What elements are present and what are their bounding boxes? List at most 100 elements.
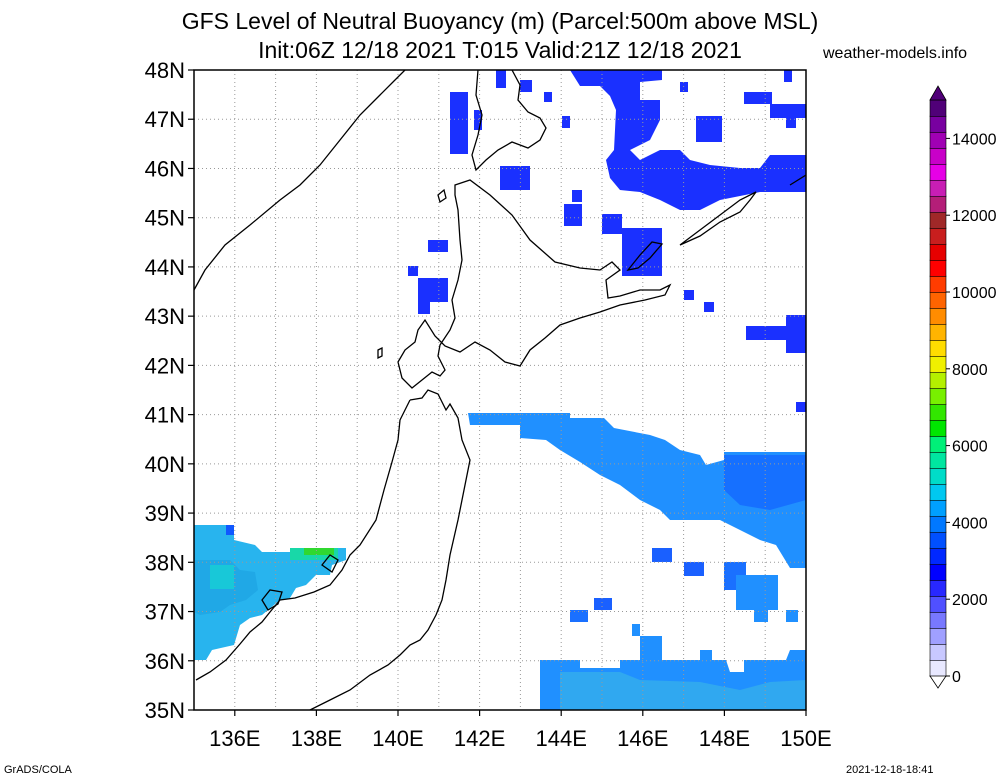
colorbar-swatch bbox=[929, 531, 947, 549]
lat-label: 35N bbox=[145, 698, 185, 723]
field-cell bbox=[562, 116, 570, 128]
field-cell bbox=[652, 548, 672, 562]
colorbar-swatch bbox=[929, 435, 947, 453]
lon-label: 150E bbox=[780, 726, 831, 751]
credit-label: weather-models.info bbox=[823, 45, 968, 62]
colorbar-swatch bbox=[929, 227, 947, 245]
colorbar-swatch bbox=[929, 387, 947, 405]
field-cell bbox=[226, 525, 234, 535]
chart-subtitle: Init:06Z 12/18 2021 T:015 Valid:21Z 12/1… bbox=[258, 37, 742, 63]
latitude-axis: 48N 47N 46N 45N 44N 43N 42N 41N 40N 39N 38N 37N 36N 3… bbox=[145, 58, 194, 723]
colorbar-swatch bbox=[929, 179, 947, 197]
footer-timestamp: 2021-12-18-18:41 bbox=[846, 764, 934, 776]
lat-label: 45N bbox=[145, 206, 185, 231]
field-cell bbox=[754, 610, 768, 622]
lat-label: 44N bbox=[145, 255, 185, 280]
field-cell bbox=[786, 118, 796, 128]
field-cell bbox=[570, 610, 588, 622]
field-cell bbox=[786, 610, 798, 622]
coastline-rishiri bbox=[437, 188, 447, 204]
colorbar-label: 12000 bbox=[952, 208, 997, 225]
lat-label: 39N bbox=[145, 501, 185, 526]
field-cell bbox=[572, 190, 582, 202]
colorbar-swatch bbox=[929, 211, 947, 229]
colorbar bbox=[929, 85, 947, 689]
field-cell bbox=[684, 290, 694, 300]
colorbar-swatch bbox=[929, 451, 947, 469]
colorbar-swatch bbox=[929, 563, 947, 581]
colorbar-swatch bbox=[929, 611, 947, 629]
colorbar-swatch bbox=[929, 131, 947, 149]
lat-label: 40N bbox=[145, 452, 185, 477]
colorbar-swatch bbox=[929, 243, 947, 261]
colorbar-label: 2000 bbox=[952, 592, 988, 609]
field-cell bbox=[408, 266, 418, 276]
colorbar-swatch bbox=[929, 627, 947, 645]
lat-label: 47N bbox=[145, 107, 185, 132]
colorbar-swatch bbox=[929, 99, 947, 117]
lon-label: 148E bbox=[699, 726, 750, 751]
field-cell bbox=[450, 92, 468, 154]
colorbar-label: 6000 bbox=[952, 439, 988, 456]
field-cell bbox=[684, 562, 704, 576]
lat-label: 36N bbox=[145, 649, 185, 674]
colorbar-swatch bbox=[929, 643, 947, 661]
coastline-hokkaido bbox=[397, 179, 672, 389]
plot-frame bbox=[193, 69, 807, 711]
colorbar-swatch bbox=[929, 307, 947, 325]
lat-label: 43N bbox=[145, 304, 185, 329]
coastline-honshu bbox=[195, 389, 471, 710]
field-cell bbox=[520, 80, 532, 92]
lat-label: 42N bbox=[145, 353, 185, 378]
field-cell bbox=[564, 204, 582, 226]
field-cell bbox=[474, 110, 482, 130]
colorbar-swatch bbox=[929, 547, 947, 565]
colorbar-swatch bbox=[929, 291, 947, 309]
field-cell bbox=[744, 92, 772, 104]
field-cell bbox=[796, 402, 806, 412]
colorbar-swatch bbox=[929, 147, 947, 165]
lat-label: 38N bbox=[145, 550, 185, 575]
colorbar-swatch bbox=[929, 483, 947, 501]
coastlines bbox=[194, 70, 806, 710]
colorbar-swatch bbox=[929, 163, 947, 181]
colorbar-swatch bbox=[929, 371, 947, 389]
field-cell bbox=[696, 116, 722, 142]
field-cell bbox=[210, 565, 234, 589]
field-cell bbox=[428, 240, 448, 252]
field-cell bbox=[704, 302, 714, 312]
coastline-kurils bbox=[626, 174, 806, 271]
field-cell bbox=[784, 70, 792, 82]
colorbar-swatch bbox=[929, 403, 947, 421]
lat-label: 48N bbox=[145, 58, 185, 83]
field-cell bbox=[544, 92, 552, 102]
colorbar-swatch bbox=[929, 579, 947, 597]
colorbar-swatch bbox=[929, 595, 947, 613]
colorbar-label: 4000 bbox=[952, 515, 988, 532]
field-cell bbox=[500, 166, 530, 190]
colorbar-label: 8000 bbox=[952, 362, 988, 379]
longitude-axis: 136E 138E 140E 142E 144E 146E 148E 150E bbox=[209, 710, 832, 751]
colorbar-label: 10000 bbox=[952, 285, 997, 302]
lon-label: 144E bbox=[536, 726, 587, 751]
colorbar-swatch bbox=[929, 195, 947, 213]
colorbar-swatch bbox=[929, 355, 947, 373]
colorbar-swatch bbox=[929, 115, 947, 133]
colorbar-swatch bbox=[929, 515, 947, 533]
colorbar-label: 0 bbox=[952, 669, 961, 686]
coastline-sado bbox=[321, 554, 339, 573]
field-cell bbox=[736, 575, 778, 610]
lat-label: 41N bbox=[145, 403, 185, 428]
colorbar-label: 14000 bbox=[952, 131, 997, 148]
lon-label: 140E bbox=[372, 726, 423, 751]
field-cell bbox=[786, 315, 806, 353]
lon-label: 138E bbox=[291, 726, 342, 751]
colorbar-swatch bbox=[929, 467, 947, 485]
colorbar-swatch bbox=[929, 323, 947, 341]
colorbar-labels: 14000 12000 10000 8000 6000 4000 2000 0 bbox=[946, 131, 997, 686]
buoyancy-shading bbox=[194, 70, 806, 710]
field-cell bbox=[602, 214, 622, 234]
colorbar-swatch bbox=[929, 659, 947, 677]
coastline-asia bbox=[194, 70, 406, 291]
